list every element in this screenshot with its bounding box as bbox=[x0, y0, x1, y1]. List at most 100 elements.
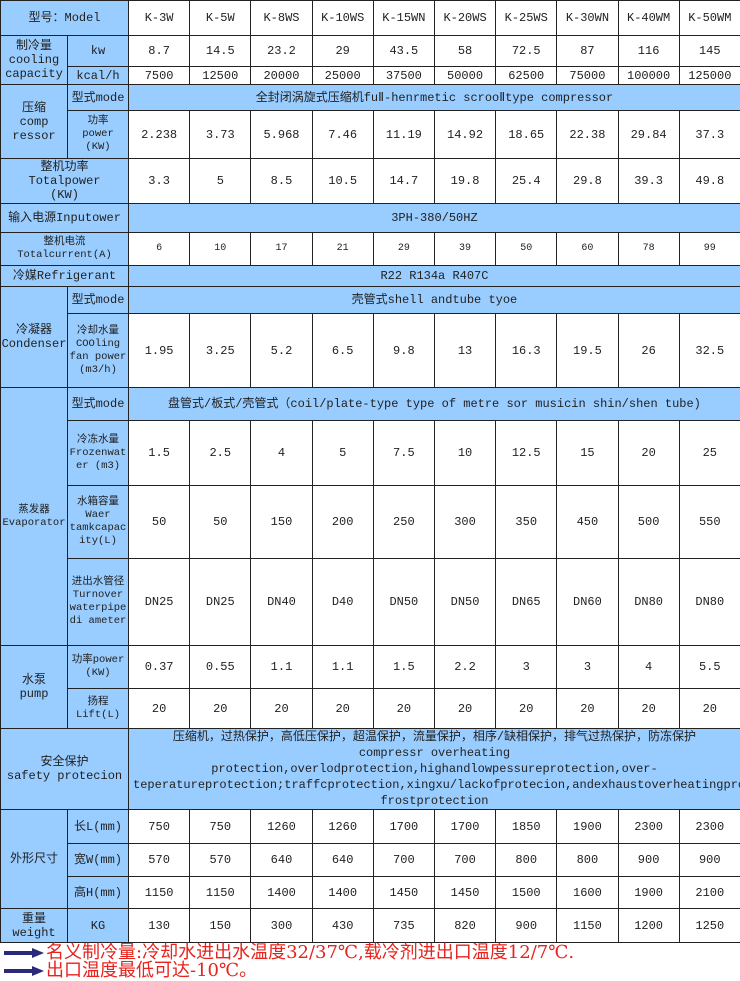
value-cell: 39 bbox=[433, 232, 497, 266]
value-cell: 1.5 bbox=[128, 420, 191, 486]
value-cell: 4 bbox=[250, 420, 313, 486]
table-row: kcal/h 7500 12500 20000 25000 37500 50000 62500… bbox=[1, 66, 740, 85]
merged-value: 盘管式/板式/壳管式（coil/plate-type type of metre… bbox=[128, 387, 740, 421]
table-row: 型号：Model K-3W K-5W K-8WS K-10WS K-15WN K-20WS K… bbox=[0, 0, 740, 36]
table-row: 蒸发器 Evaporator 型式mode 盘管式/板式/壳管式（coil/plat… bbox=[0, 387, 740, 646]
value-cell: 19.5 bbox=[556, 313, 619, 388]
unit-label: 型式mode bbox=[66, 387, 130, 421]
value-cell: 10 bbox=[433, 420, 497, 486]
value-cell: 17 bbox=[250, 232, 313, 266]
row-label: 整机电流 Totalcurrent(A) bbox=[0, 232, 130, 266]
table-row: 重量 weight KG 130 150 300 430 735 820 900 1150 1200… bbox=[0, 908, 740, 943]
model-name: K-25WS bbox=[495, 0, 558, 36]
note-1: 名义制冷量:冷却水进出水温度32/37℃,载冷剂进出口温度12/7℃. bbox=[4, 944, 574, 962]
value-cell: 550 bbox=[678, 485, 740, 559]
table-row: 外形尺寸 长L(mm) 750 750 1260 1260 1700 1700 1850 1900… bbox=[0, 809, 740, 909]
table-row: 冷冻水量 Frozenwat er (m3) 1.5 2.5 4 5 7.5 10 12.5 1… bbox=[1, 420, 740, 486]
value-cell: 50 bbox=[495, 232, 558, 266]
value-cell: 3 bbox=[556, 645, 619, 689]
value-cell: 22.38 bbox=[556, 110, 619, 159]
table-row: 整机电流 Totalcurrent(A) 6 10 17 21 29 39 50 60 78 99 bbox=[0, 232, 740, 266]
value-cell: 14.5 bbox=[189, 35, 252, 67]
table-row: 压缩 comp ressor 型式mode 全封闭涡旋式压缩机fuⅡ-henrmet… bbox=[0, 84, 740, 159]
table-row: 安全保护 safety protecion 压缩机，过热保护，高低压保护，超温保护… bbox=[0, 728, 740, 810]
value-cell: 99 bbox=[678, 232, 740, 266]
value-cell: 0.55 bbox=[189, 645, 252, 689]
value-cell: 1600 bbox=[556, 876, 619, 909]
value-cell: DN25 bbox=[189, 558, 252, 646]
value-cell: 1400 bbox=[311, 876, 374, 909]
value-cell: 1.5 bbox=[372, 645, 435, 689]
value-cell: 20 bbox=[617, 420, 680, 486]
value-cell: 13 bbox=[433, 313, 497, 388]
unit-label: 进出水管径 Turnover waterpipe di ameter bbox=[66, 558, 130, 646]
table-row: 进出水管径 Turnover waterpipe di ameter DN25 DN… bbox=[1, 558, 740, 646]
value-cell: 8.7 bbox=[128, 35, 191, 67]
value-cell: 7.46 bbox=[311, 110, 374, 159]
unit-label: 功率power (KW) bbox=[66, 645, 130, 689]
table-row: 冷凝器 Condenser 型式mode 壳管式shell andtube tyoe bbox=[0, 286, 740, 388]
value-cell: 5.2 bbox=[250, 313, 313, 388]
value-cell: 29 bbox=[372, 232, 435, 266]
value-cell: 200 bbox=[311, 485, 374, 559]
value-cell: 2300 bbox=[678, 809, 740, 844]
value-cell: 2300 bbox=[617, 809, 680, 844]
value-cell: 125000 bbox=[678, 66, 740, 85]
value-cell: 29 bbox=[311, 35, 374, 67]
value-cell: 20 bbox=[311, 688, 374, 729]
value-cell: 1500 bbox=[495, 876, 558, 909]
value-cell: 900 bbox=[617, 843, 680, 877]
value-cell: 20 bbox=[433, 688, 497, 729]
value-cell: 2100 bbox=[678, 876, 740, 909]
value-cell: 100000 bbox=[617, 66, 680, 85]
value-cell: 6 bbox=[128, 232, 191, 266]
value-cell: 50000 bbox=[433, 66, 497, 85]
value-cell: 78 bbox=[617, 232, 680, 266]
value-cell: 5 bbox=[189, 158, 252, 204]
value-cell: 8.5 bbox=[250, 158, 313, 204]
merged-value: 全封闭涡旋式压缩机fuⅡ-henrmetic scrooⅡtype compre… bbox=[128, 84, 740, 111]
value-cell: 1700 bbox=[372, 809, 435, 844]
note-text: 出口温度最低可达-10℃。 bbox=[46, 960, 258, 981]
value-cell: 23.2 bbox=[250, 35, 313, 67]
value-cell: 900 bbox=[495, 908, 558, 943]
row-label: 冷凝器 Condenser bbox=[0, 286, 68, 388]
value-cell: 20 bbox=[189, 688, 252, 729]
value-cell: 18.65 bbox=[495, 110, 558, 159]
value-cell: 5.5 bbox=[678, 645, 740, 689]
value-cell: 130 bbox=[128, 908, 191, 943]
model-name: K-5W bbox=[189, 0, 252, 36]
value-cell: 800 bbox=[556, 843, 619, 877]
value-cell: 2.238 bbox=[128, 110, 191, 159]
row-label: 冷媒Refrigerant bbox=[0, 265, 130, 287]
value-cell: 450 bbox=[556, 485, 619, 559]
unit-label: 长L(mm) bbox=[66, 809, 130, 844]
row-label: 外形尺寸 bbox=[0, 809, 68, 909]
value-cell: 2.5 bbox=[189, 420, 252, 486]
value-cell: DN50 bbox=[433, 558, 497, 646]
value-cell: 15 bbox=[556, 420, 619, 486]
value-cell: 1900 bbox=[556, 809, 619, 844]
merged-value: 壳管式shell andtube tyoe bbox=[128, 286, 740, 314]
note-text: 名义制冷量:冷却水进出水温度32/37℃,载冷剂进出口温度12/7℃. bbox=[46, 942, 575, 963]
value-cell: DN65 bbox=[495, 558, 558, 646]
value-cell: 12500 bbox=[189, 66, 252, 85]
value-cell: 60 bbox=[556, 232, 619, 266]
value-cell: 1250 bbox=[678, 908, 740, 943]
table-row: 功率 power (KW) 2.238 3.73 5.968 7.46 11.19 14.9… bbox=[1, 110, 740, 159]
safety-text: 压缩机，过热保护，高低压保护，超温保护，流量保护，相序/缺相保护，排气过热保护，… bbox=[128, 728, 740, 810]
value-cell: 3.73 bbox=[189, 110, 252, 159]
value-cell: 2.2 bbox=[433, 645, 497, 689]
value-cell: 700 bbox=[372, 843, 435, 877]
value-cell: 49.8 bbox=[678, 158, 740, 204]
value-cell: 32.5 bbox=[678, 313, 740, 388]
value-cell: 735 bbox=[372, 908, 435, 943]
model-label: 型号：Model bbox=[0, 0, 130, 36]
table-row: 制冷量 cooling capacity kw 8.7 14.5 23.2 29 43.5 5… bbox=[0, 35, 740, 85]
value-cell: 1260 bbox=[250, 809, 313, 844]
value-cell: 29.8 bbox=[556, 158, 619, 204]
value-cell: 150 bbox=[250, 485, 313, 559]
value-cell: 7.5 bbox=[372, 420, 435, 486]
model-name: K-40WM bbox=[617, 0, 680, 36]
unit-label: 型式mode bbox=[66, 286, 130, 314]
